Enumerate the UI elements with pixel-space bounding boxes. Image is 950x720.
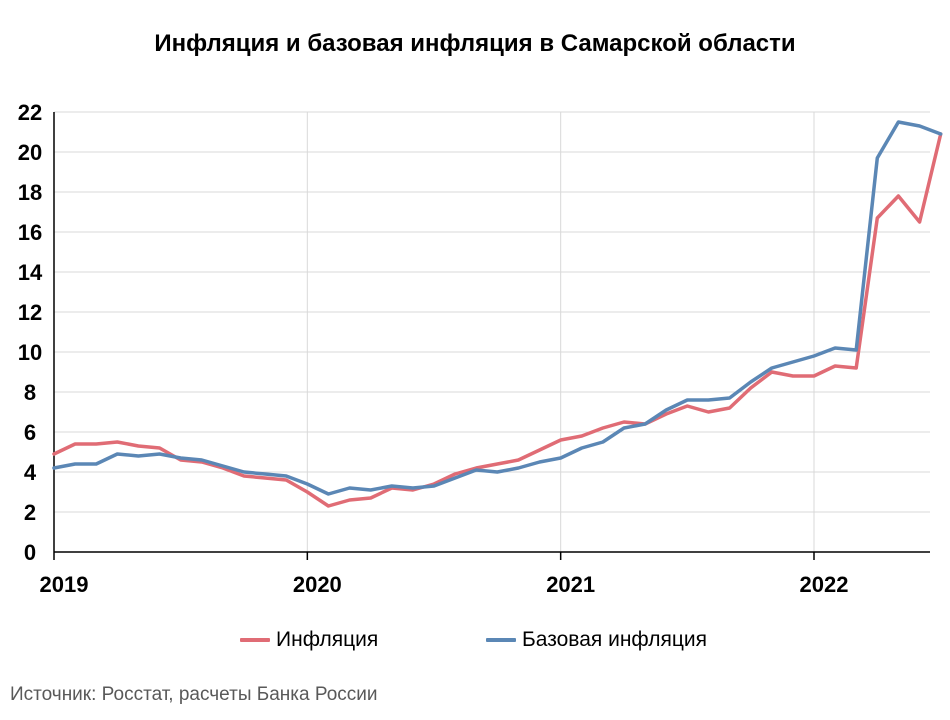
y-tick-label-0: 0 <box>24 540 36 565</box>
legend: Инфляция Базовая инфляция <box>0 628 950 658</box>
chart-title: Инфляция и базовая инфляция в Самарской … <box>154 30 796 57</box>
legend-swatch-core-inflation <box>486 638 516 642</box>
legend-swatch-inflation <box>240 638 270 642</box>
legend-item-core-inflation: Базовая инфляция <box>486 628 707 652</box>
core-inflation-line <box>52 120 943 496</box>
y-tick-label-4: 4 <box>24 460 37 485</box>
y-tick-label-18: 18 <box>18 180 42 205</box>
y-tick-label-16: 16 <box>18 220 42 245</box>
y-tick-label-14: 14 <box>18 260 43 285</box>
x-tick-label-2019: 2019 <box>40 572 89 597</box>
y-tick-label-6: 6 <box>24 420 36 445</box>
y-tick-label-22: 22 <box>18 100 42 125</box>
legend-label-inflation: Инфляция <box>276 628 379 651</box>
y-tick-label-2: 2 <box>24 500 36 525</box>
x-tick-label-2021: 2021 <box>546 572 595 597</box>
y-tick-label-8: 8 <box>24 380 36 405</box>
legend-label-core-inflation: Базовая инфляция <box>522 628 708 651</box>
x-tick-label-2022: 2022 <box>800 572 849 597</box>
source-note: Источник: Росстат, расчеты Банка России <box>10 684 378 705</box>
legend-item-inflation: Инфляция <box>240 628 378 652</box>
x-tick-label-2020: 2020 <box>293 572 342 597</box>
y-tick-label-10: 10 <box>18 340 42 365</box>
y-tick-label-12: 12 <box>18 300 42 325</box>
inflation-line <box>52 132 943 508</box>
y-tick-label-20: 20 <box>18 140 42 165</box>
